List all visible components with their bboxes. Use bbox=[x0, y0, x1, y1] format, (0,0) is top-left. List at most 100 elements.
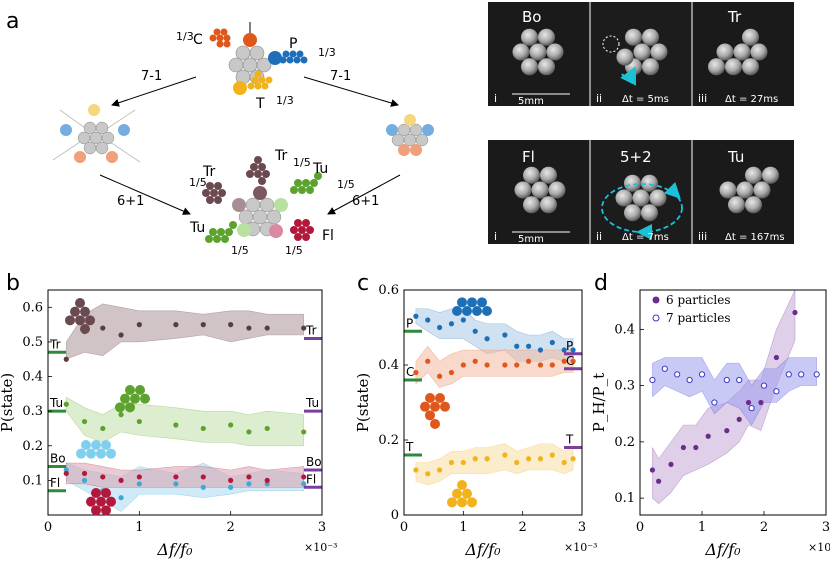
label-P: P bbox=[289, 36, 297, 52]
point-d-7-particles bbox=[736, 376, 743, 384]
point-c-T bbox=[549, 452, 555, 458]
point-b-Fl bbox=[246, 474, 252, 480]
point-c-T bbox=[502, 452, 508, 458]
band-b-Tr bbox=[65, 303, 305, 360]
point-c-T bbox=[514, 459, 520, 466]
point-c-P bbox=[484, 336, 490, 342]
chart-inset-icons bbox=[65, 297, 492, 516]
point-d-6-particles bbox=[773, 354, 780, 361]
fraction-Tu-right: 1/5 bbox=[337, 178, 355, 191]
point-c-T bbox=[448, 459, 455, 466]
point-c-C bbox=[561, 358, 567, 364]
photo-bottom-i-bead bbox=[523, 196, 540, 214]
inset-Bo-icon bbox=[96, 448, 106, 459]
photo-top-i-bead bbox=[521, 28, 538, 46]
point-d-7-particles bbox=[649, 376, 656, 384]
x-tick-label-b: 0 bbox=[44, 520, 52, 535]
dt-bottom-ii: Δt = 7ms bbox=[622, 232, 669, 243]
cluster-C bbox=[209, 28, 231, 48]
y-tick-label-d: 0.3 bbox=[614, 379, 635, 394]
right-marker-label-b-Tr: Tr bbox=[305, 323, 317, 337]
photo-bottom-i-bead bbox=[540, 166, 557, 184]
point-b-Fl bbox=[264, 477, 270, 483]
x-multiplier-d: ×10⁻³ bbox=[808, 541, 830, 554]
panel-letter-d: d bbox=[594, 271, 608, 296]
point-d-6-particles bbox=[649, 467, 656, 473]
y-tick-label-b: 0.2 bbox=[22, 439, 43, 454]
right-marker-label-c-P: P bbox=[566, 339, 573, 353]
x-tick-label-c: 1 bbox=[459, 520, 467, 535]
inset-T-icon bbox=[447, 497, 457, 508]
photo-label-5plus2: 5+2 bbox=[620, 148, 652, 166]
x-tick-label-c: 0 bbox=[400, 520, 408, 535]
y-tick-label-d: 0.4 bbox=[614, 322, 635, 337]
point-c-C bbox=[448, 369, 455, 376]
left-marker-label-b-Tu: Tu bbox=[49, 396, 63, 410]
chart-panel-b: Tr Tu Bo Fl Tr Tu Bo Fl 0 1 2 3 0.1 0.2 0.3 0.4 0.5 0.6 Δf… bbox=[0, 289, 337, 559]
bottom-cluster bbox=[232, 186, 288, 238]
axes-frame-b bbox=[47, 289, 323, 516]
y-tick-label-d: 0.2 bbox=[614, 435, 635, 450]
point-b-Tr bbox=[100, 325, 106, 331]
point-d-7-particles bbox=[760, 382, 768, 389]
point-c-T bbox=[472, 456, 478, 462]
inset-Tu-icon bbox=[115, 402, 125, 413]
inset-Fl-icon bbox=[101, 505, 111, 516]
inset-P-icon bbox=[452, 306, 462, 316]
left-cluster bbox=[52, 104, 141, 163]
point-c-C bbox=[425, 358, 431, 364]
right-marker-label-c-T: T bbox=[565, 433, 574, 447]
inset-Bo-icon bbox=[91, 440, 101, 450]
point-b-Tr bbox=[228, 322, 234, 328]
photo-top-iii-bead bbox=[708, 58, 725, 76]
photo-bottom-iii-bead bbox=[728, 196, 745, 214]
point-d-6-particles bbox=[705, 433, 711, 439]
inset-T-icon bbox=[457, 497, 467, 508]
point-d-7-particles bbox=[785, 371, 792, 378]
point-d-6-particles bbox=[668, 461, 674, 467]
photo-top-iii-bead bbox=[716, 43, 734, 61]
x-tick-label-d: 0 bbox=[636, 520, 644, 535]
point-d-6-particles bbox=[736, 416, 742, 422]
point-b-Bo bbox=[246, 481, 252, 487]
x-tick-label-d: 1 bbox=[698, 520, 706, 535]
legend-marker-d bbox=[652, 314, 660, 322]
inset-C-icon bbox=[440, 401, 450, 412]
point-d-7-particles bbox=[698, 371, 706, 378]
point-b-Fl bbox=[200, 474, 206, 480]
point-c-T bbox=[437, 467, 443, 473]
point-b-Tu bbox=[200, 425, 206, 432]
inset-Tu-icon bbox=[125, 385, 135, 395]
inset-T-icon bbox=[457, 480, 467, 490]
point-b-Tu bbox=[264, 425, 270, 432]
inset-P-icon bbox=[477, 297, 487, 308]
inset-Tr-icon bbox=[70, 306, 80, 317]
photo-bottom-ii-bead bbox=[624, 174, 641, 192]
label-C: C bbox=[193, 32, 203, 48]
inset-Fl-icon bbox=[96, 496, 106, 507]
point-d-7-particles bbox=[813, 371, 820, 378]
inset-Fl-icon bbox=[91, 505, 101, 516]
point-c-P bbox=[448, 321, 455, 327]
point-b-Tr bbox=[264, 325, 270, 331]
point-c-T bbox=[425, 471, 431, 477]
point-b-Fl bbox=[228, 477, 234, 483]
photo-top-i-bead bbox=[512, 43, 530, 61]
panel-letter-c: c bbox=[357, 271, 369, 296]
point-d-7-particles bbox=[674, 371, 681, 378]
inset-C-icon bbox=[430, 418, 440, 429]
scale-label-top: 5mm bbox=[518, 96, 544, 107]
point-b-Fl bbox=[81, 470, 88, 477]
photo-bottom-ii-bead bbox=[649, 189, 667, 207]
photo-label-Tr: Tr bbox=[727, 8, 742, 26]
y-tick-label-b: 0.4 bbox=[22, 370, 43, 385]
roman-bottom-ii: ii bbox=[596, 230, 602, 243]
left-marker-label-c-C: C bbox=[406, 365, 414, 379]
arrow-label-right-bottom: 6+1 bbox=[352, 194, 379, 209]
point-c-P bbox=[526, 343, 532, 349]
point-d-7-particles bbox=[773, 388, 780, 395]
inset-Tr-icon bbox=[75, 298, 85, 308]
x-tick-label-d: 3 bbox=[822, 520, 830, 535]
y-tick-label-d: 0.1 bbox=[614, 491, 635, 506]
